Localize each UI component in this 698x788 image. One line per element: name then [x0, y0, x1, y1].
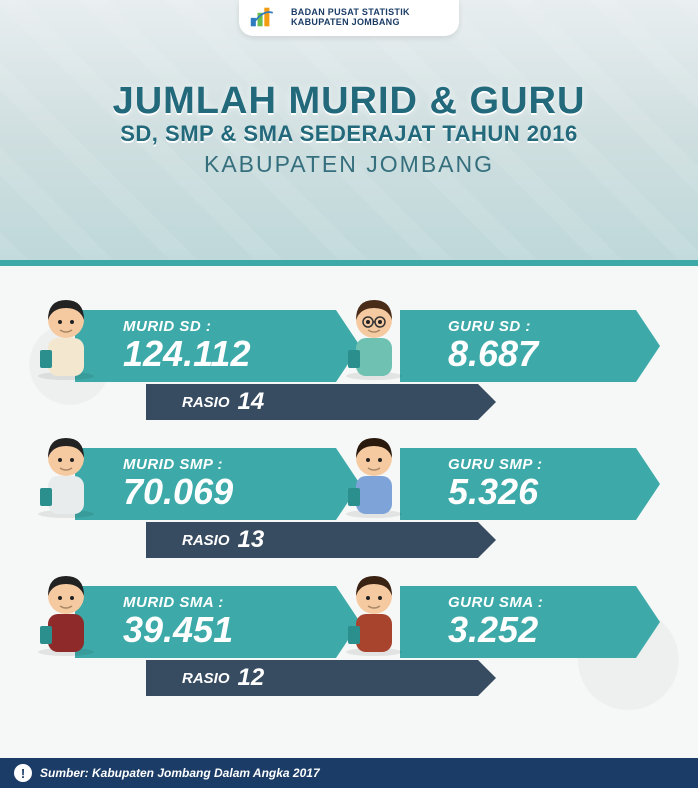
- student-avatar-icon: [30, 292, 102, 380]
- title-line3: KABUPATEN JOMBANG: [0, 151, 698, 178]
- murid-value: 124.112: [123, 333, 250, 375]
- guru-chevron: GURU SMP : 5.326: [400, 448, 660, 520]
- source-text: Sumber: Kabupaten Jombang Dalam Angka 20…: [40, 766, 320, 780]
- footer: ! Sumber: Kabupaten Jombang Dalam Angka …: [0, 758, 698, 788]
- stats-area: MURID SD : 124.112 GURU SD : 8.687 RASIO…: [0, 266, 698, 758]
- stat-row: MURID SMP : 70.069 GURU SMP : 5.326 RASI…: [0, 426, 698, 576]
- ratio-bar: RASIO 14: [146, 384, 496, 420]
- stat-row: MURID SD : 124.112 GURU SD : 8.687 RASIO…: [0, 288, 698, 438]
- hero-background: BADAN PUSAT STATISTIK KABUPATEN JOMBANG …: [0, 0, 698, 260]
- info-badge-icon: !: [14, 764, 32, 782]
- org-header: BADAN PUSAT STATISTIK KABUPATEN JOMBANG: [239, 0, 459, 36]
- stat-row: MURID SMA : 39.451 GURU SMA : 3.252 RASI…: [0, 564, 698, 714]
- org-name-line2: KABUPATEN JOMBANG: [291, 17, 410, 27]
- murid-chevron: MURID SD : 124.112: [75, 310, 360, 382]
- guru-chevron: GURU SD : 8.687: [400, 310, 660, 382]
- guru-value: 5.326: [448, 471, 542, 513]
- title-line2: SD, SMP & SMA SEDERAJAT TAHUN 2016: [0, 121, 698, 147]
- ratio-bar: RASIO 12: [146, 660, 496, 696]
- title-block: JUMLAH MURID & GURU SD, SMP & SMA SEDERA…: [0, 80, 698, 178]
- murid-value: 70.069: [123, 471, 233, 513]
- ratio-label: RASIO: [182, 394, 230, 411]
- teacher-avatar-icon: [338, 292, 410, 380]
- guru-value: 3.252: [448, 609, 543, 651]
- guru-chevron: GURU SMA : 3.252: [400, 586, 660, 658]
- ratio-bar: RASIO 13: [146, 522, 496, 558]
- title-line1: JUMLAH MURID & GURU: [0, 80, 698, 123]
- murid-value: 39.451: [123, 609, 233, 651]
- student-avatar-icon: [30, 568, 102, 656]
- student-avatar-icon: [30, 430, 102, 518]
- ratio-label: RASIO: [182, 670, 230, 687]
- teacher-avatar-icon: [338, 568, 410, 656]
- ratio-label: RASIO: [182, 532, 230, 549]
- murid-chevron: MURID SMA : 39.451: [75, 586, 360, 658]
- ratio-value: 14: [238, 388, 265, 416]
- org-name-line1: BADAN PUSAT STATISTIK: [291, 7, 410, 17]
- murid-chevron: MURID SMP : 70.069: [75, 448, 360, 520]
- ratio-value: 13: [238, 526, 265, 554]
- teacher-avatar-icon: [338, 430, 410, 518]
- guru-value: 8.687: [448, 333, 538, 375]
- ratio-value: 12: [238, 664, 265, 692]
- bps-logo-icon: [249, 6, 283, 28]
